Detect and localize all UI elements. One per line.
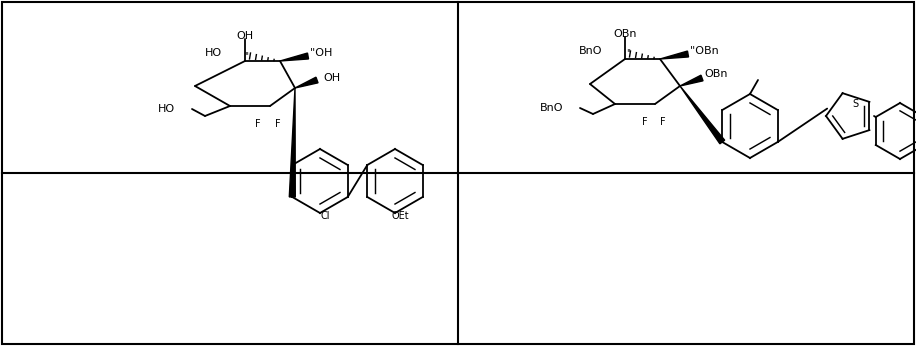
Text: F: F bbox=[275, 119, 281, 129]
Polygon shape bbox=[289, 88, 295, 197]
Text: '': '' bbox=[244, 51, 249, 61]
Polygon shape bbox=[280, 53, 309, 61]
Polygon shape bbox=[680, 75, 703, 86]
Text: OBn: OBn bbox=[613, 29, 637, 39]
Text: HO: HO bbox=[158, 104, 175, 114]
Text: OEt: OEt bbox=[391, 211, 409, 221]
Text: ''OBn: ''OBn bbox=[690, 46, 720, 56]
Text: OH: OH bbox=[236, 31, 254, 41]
Polygon shape bbox=[295, 77, 318, 88]
Polygon shape bbox=[680, 86, 725, 144]
Text: F: F bbox=[256, 119, 261, 129]
Text: F: F bbox=[642, 117, 648, 127]
Text: F: F bbox=[660, 117, 666, 127]
Text: '': '' bbox=[626, 48, 631, 58]
Text: HO: HO bbox=[205, 48, 222, 58]
Text: BnO: BnO bbox=[540, 103, 563, 113]
Polygon shape bbox=[660, 51, 689, 59]
Text: OH: OH bbox=[323, 73, 340, 83]
Text: S: S bbox=[852, 99, 858, 109]
Text: Cl: Cl bbox=[321, 211, 330, 221]
Text: OBn: OBn bbox=[704, 69, 727, 79]
Text: BnO: BnO bbox=[579, 46, 602, 56]
Text: ''OH: ''OH bbox=[310, 48, 333, 58]
